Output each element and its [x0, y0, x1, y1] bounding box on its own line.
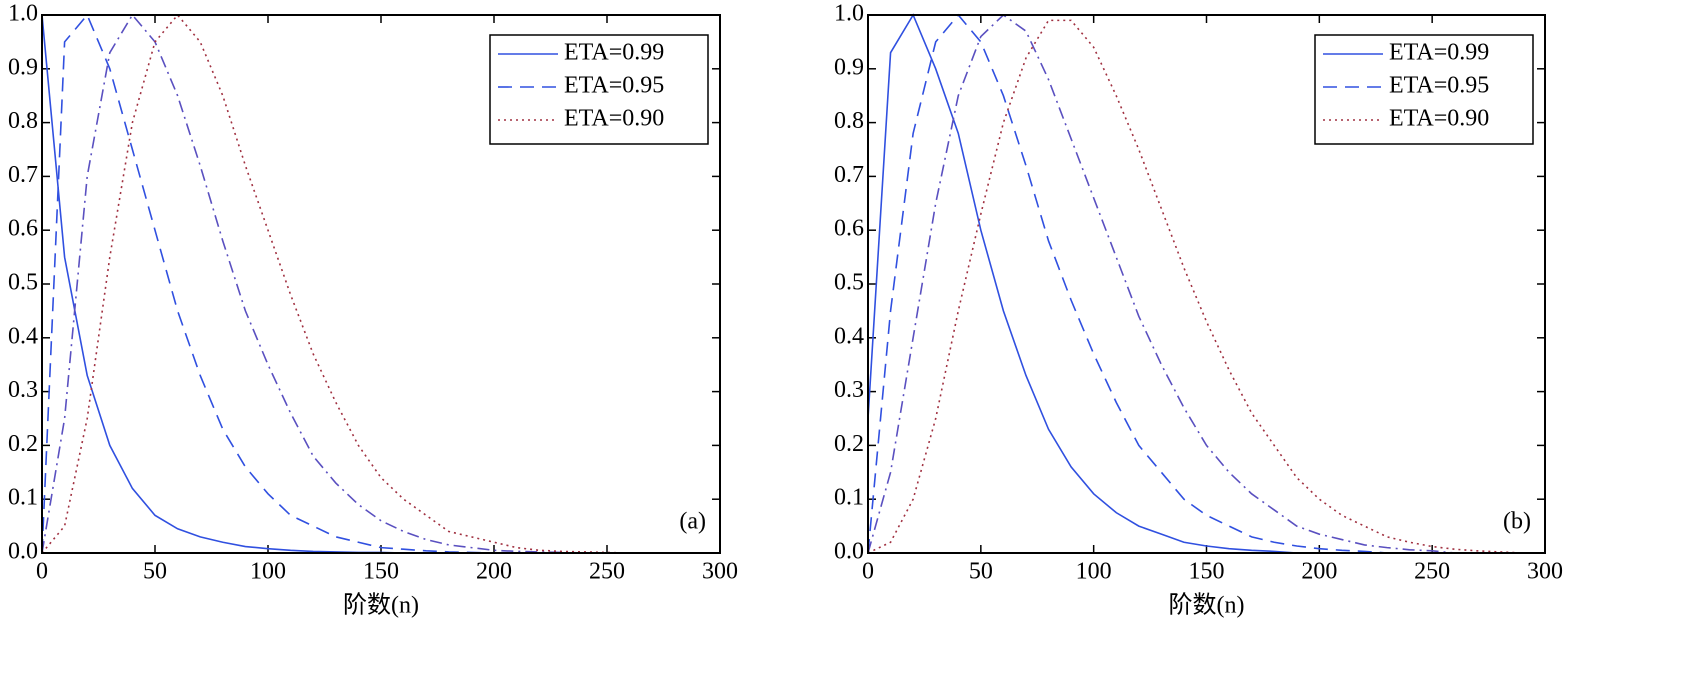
- x-tick-label: 50: [143, 559, 167, 585]
- y-tick-label: 0.1: [8, 485, 38, 511]
- plot-frame: [867, 14, 1546, 554]
- x-tick-label: 150: [363, 559, 399, 585]
- x-axis-label: 阶数(n): [1169, 592, 1245, 619]
- y-tick-label: 0.2: [834, 431, 864, 457]
- y-tick-label: 0.8: [8, 108, 38, 134]
- x-tick-label: 100: [250, 559, 286, 585]
- x-tick-label: 250: [1414, 559, 1450, 585]
- y-tick-label: 0.0: [8, 539, 38, 565]
- legend-box: [489, 34, 709, 145]
- x-tick-label: 300: [702, 559, 738, 585]
- x-tick-label: 200: [1301, 559, 1337, 585]
- y-tick-label: 0.0: [834, 539, 864, 565]
- legend-label: ETA=0.99: [564, 40, 664, 66]
- y-tick-label: 0.3: [8, 377, 38, 403]
- y-tick-label: 0.6: [8, 216, 38, 242]
- x-tick-label: 300: [1527, 559, 1563, 585]
- x-tick-label: 150: [1189, 559, 1225, 585]
- series-line: [41, 13, 720, 554]
- legend-label: ETA=0.90: [564, 106, 664, 132]
- legend-label: ETA=0.95: [564, 73, 664, 99]
- y-tick-label: 1.0: [834, 1, 864, 27]
- y-tick-label: 0.4: [834, 323, 864, 349]
- x-axis-label: 阶数(n): [343, 592, 419, 619]
- panel-label: (a): [679, 509, 706, 535]
- legend-box: [1314, 34, 1534, 145]
- y-tick-label: 0.2: [8, 431, 38, 457]
- y-tick-label: 0.6: [834, 216, 864, 242]
- x-tick-label: 250: [589, 559, 625, 585]
- series-line: [867, 13, 1545, 554]
- subplot: 0.0 0.1 0.2 0.3 0.4 0.5 0.6 0.7 0.8 0.9 1.0 0 50 100 1…: [8, 1, 738, 619]
- legend-label: ETA=0.99: [1389, 40, 1489, 66]
- x-tick-label: 200: [476, 559, 512, 585]
- y-tick-label: 0.4: [8, 323, 38, 349]
- y-tick-label: 0.1: [834, 485, 864, 511]
- y-tick-label: 0.8: [834, 108, 864, 134]
- x-tick-label: 0: [36, 559, 48, 585]
- y-tick-label: 0.9: [834, 54, 864, 80]
- y-tick-label: 0.5: [834, 270, 864, 296]
- y-tick-label: 0.9: [8, 54, 38, 80]
- y-tick-label: 0.7: [8, 162, 38, 188]
- legend-label: ETA=0.95: [1389, 73, 1489, 99]
- subplot: 0.0 0.1 0.2 0.3 0.4 0.5 0.6 0.7 0.8 0.9 1.0 0 50 100 1…: [834, 1, 1563, 619]
- x-tick-label: 100: [1076, 559, 1112, 585]
- y-tick-label: 1.0: [8, 1, 38, 27]
- panel-label: (b): [1503, 509, 1531, 535]
- x-tick-label: 50: [969, 559, 993, 585]
- y-tick-label: 0.5: [8, 270, 38, 296]
- plot-frame: [41, 14, 721, 554]
- y-tick-label: 0.7: [834, 162, 864, 188]
- series-line: [867, 19, 1545, 554]
- y-tick-label: 0.3: [834, 377, 864, 403]
- legend-label: ETA=0.90: [1389, 106, 1489, 132]
- x-tick-label: 0: [862, 559, 874, 585]
